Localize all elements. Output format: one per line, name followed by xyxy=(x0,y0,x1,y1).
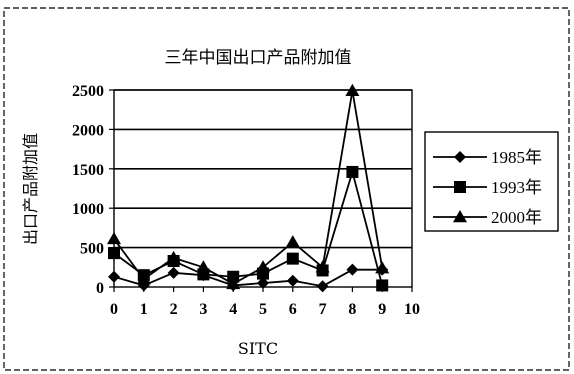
series-layer xyxy=(107,83,390,293)
x-tick-label-9: 9 xyxy=(378,301,386,318)
y-axis-label: 出口产品附加值 xyxy=(21,133,40,245)
series-line-2 xyxy=(113,90,384,285)
data-point-0-6 xyxy=(286,274,299,287)
x-tick-label-10: 10 xyxy=(404,301,420,318)
x-tick-label-6: 6 xyxy=(289,301,297,318)
x-tick-label-3: 3 xyxy=(199,301,207,318)
data-point-2-3 xyxy=(196,260,211,273)
x-tick-label-1: 1 xyxy=(140,301,148,318)
y-tick-label-0: 0 xyxy=(96,280,104,297)
data-point-2-6 xyxy=(285,235,300,248)
data-point-2-4 xyxy=(226,276,241,290)
data-point-0-5 xyxy=(257,277,269,290)
y-tick-labels: 0 500 1000 1500 2000 2500 xyxy=(72,83,114,297)
y-tick-label-2500: 2500 xyxy=(72,83,104,100)
y-tick-label-1500: 1500 xyxy=(72,162,104,179)
data-point-1-4 xyxy=(227,270,240,283)
legend-swatch-marker-2 xyxy=(453,210,467,223)
data-point-2-0 xyxy=(107,231,121,245)
y-tick-label-2000: 2000 xyxy=(72,122,104,139)
x-tick-label-4: 4 xyxy=(229,301,237,318)
data-point-1-8 xyxy=(346,165,359,178)
data-point-2-1 xyxy=(136,272,151,285)
legend-label-1: 1993年 xyxy=(491,178,542,197)
series-2 xyxy=(107,83,390,290)
data-point-0-0 xyxy=(108,270,120,283)
data-point-1-6 xyxy=(286,252,299,265)
legend-label-2: 2000年 xyxy=(491,208,542,227)
legend-item-2: 2000年 xyxy=(433,208,542,227)
x-tick-label-8: 8 xyxy=(348,301,356,318)
data-point-2-5 xyxy=(256,260,270,273)
data-point-0-8 xyxy=(346,263,359,276)
legend-swatch-marker-1 xyxy=(454,181,466,193)
data-point-0-2 xyxy=(167,266,180,279)
x-tick-label-7: 7 xyxy=(319,301,327,318)
x-tick-label-5: 5 xyxy=(259,301,267,318)
series-line-0 xyxy=(113,268,383,288)
legend-item-0: 1985年 xyxy=(433,148,542,167)
legend-box xyxy=(424,131,559,232)
legend-label-0: 1985年 xyxy=(491,148,542,167)
chart-title: 三年中国出口产品附加值 xyxy=(165,48,352,68)
y-tick-label-1000: 1000 xyxy=(72,201,104,218)
legend-item-1: 1993年 xyxy=(433,178,542,197)
y-tick-label-500: 500 xyxy=(80,241,104,258)
x-axis-label: SITC xyxy=(238,339,278,358)
legend: 1985年 1993年 2000年 xyxy=(424,131,559,232)
data-point-2-8 xyxy=(345,83,360,97)
data-point-2-7 xyxy=(315,260,330,273)
x-tick-label-2: 2 xyxy=(170,301,178,318)
data-point-2-2 xyxy=(166,250,181,264)
data-point-0-7 xyxy=(316,280,329,293)
legend-swatch-marker-0 xyxy=(454,151,466,163)
data-point-2-9 xyxy=(375,261,390,274)
data-point-1-9 xyxy=(376,279,389,292)
data-point-1-0 xyxy=(108,247,120,260)
x-tick-label-0: 0 xyxy=(110,301,118,318)
legend-items: 1985年 1993年 2000年 xyxy=(433,148,542,227)
x-tick-labels: 0 1 2 3 4 5 6 7 8 9 10 xyxy=(110,287,420,318)
